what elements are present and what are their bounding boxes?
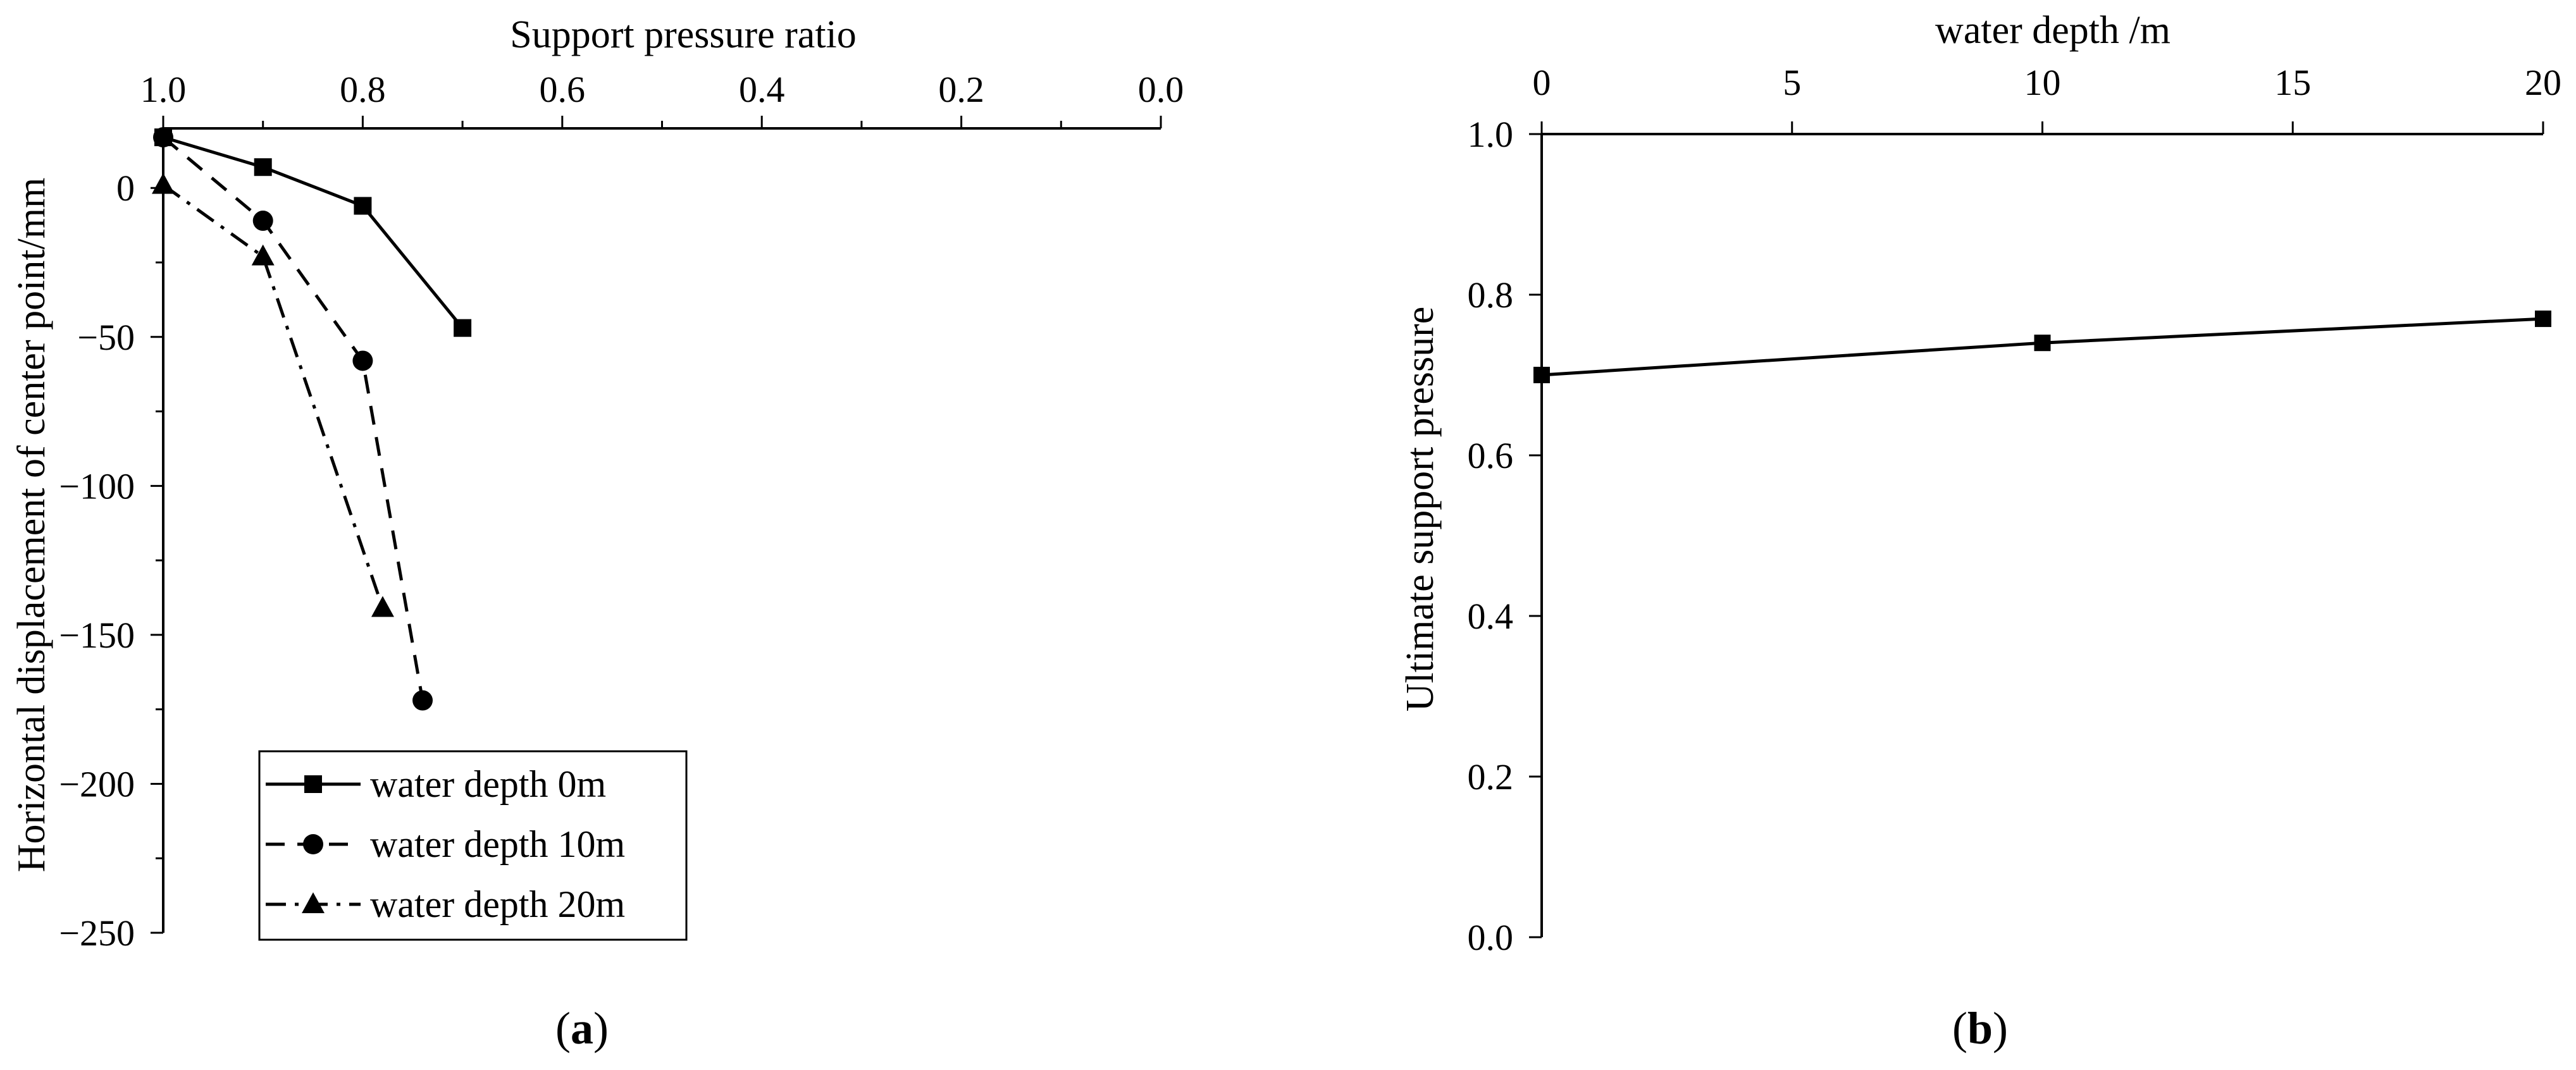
panel-b-y-tick-label: 0.2 <box>1468 756 1514 797</box>
series-line <box>162 183 385 609</box>
panel-a-series-group <box>152 127 472 711</box>
data-point-square <box>1533 367 1550 383</box>
panel-a-chart: Support pressure ratio Horizontal displa… <box>10 13 1184 1054</box>
panel-a-x-tick-label: 0.2 <box>938 69 984 110</box>
panel-a-y-axis-title: Horizontal displacement of center point/… <box>10 178 53 872</box>
legend-label-0: water depth 0m <box>370 763 606 805</box>
data-point-circle <box>352 350 373 371</box>
panel-b-x-tick-label: 0 <box>1533 62 1551 103</box>
panel-a-x-tick-label: 0.0 <box>1138 69 1184 110</box>
panel-a-letter: a <box>571 1003 593 1054</box>
data-point-circle <box>252 211 273 231</box>
panel-a-legend: water depth 0m water depth 10m water depth… <box>258 750 688 941</box>
panel-a-tick-labels: 1.0 0.8 0.6 0.4 0.2 0.0 0 −50 −100 −150 −200 −250 <box>59 69 1184 954</box>
panel-a-x-tick-label: 0.8 <box>340 69 386 110</box>
panel-b-y-axis-title: Ultimate support pressure <box>1399 307 1442 712</box>
panel-b-x-tick-label: 20 <box>2525 62 2561 103</box>
panel-a-series-2 <box>152 173 394 617</box>
data-point-triangle <box>371 596 394 617</box>
panel-b-letter: b <box>1967 1003 1993 1054</box>
legend-marker-2 <box>302 892 325 913</box>
data-point-square <box>354 197 372 215</box>
panel-a-x-axis-title: Support pressure ratio <box>510 13 857 56</box>
legend-marker-1 <box>303 834 323 854</box>
panel-a-y-tick-label: −100 <box>59 465 135 507</box>
legend-label-2: water depth 20m <box>370 883 625 925</box>
data-point-triangle <box>152 173 175 194</box>
panel-b-y-tick-label: 0.8 <box>1468 274 1514 316</box>
legend-label-1: water depth 10m <box>370 823 625 865</box>
panel-b-series-0 <box>1533 311 2551 383</box>
data-point-circle <box>153 127 173 148</box>
panel-a-y-tick-label: −50 <box>77 317 135 358</box>
data-point-triangle <box>251 244 275 266</box>
panel-b-y-tick-label: 0.4 <box>1468 596 1514 637</box>
legend-marker-0 <box>304 775 322 793</box>
panel-a-axes <box>151 116 1162 934</box>
panel-a-series-0 <box>154 128 472 337</box>
panel-b-x-axis-title: water depth /m <box>1935 9 2170 52</box>
panel-b-label: (b) <box>1952 1003 2008 1054</box>
panel-b-y-tick-label: 0.6 <box>1468 435 1514 476</box>
panel-b-x-tick-label: 5 <box>1783 62 1801 103</box>
panel-a-series-1 <box>153 127 433 711</box>
panel-b-tick-labels: 0 5 10 15 20 1.0 0.8 0.6 0.4 0.2 0.0 <box>1468 62 2562 958</box>
panel-b-chart: water depth /m Ultimate support pressure… <box>1399 9 2561 1054</box>
panel-a-x-tick-label: 0.6 <box>540 69 586 110</box>
panel-a-y-tick-label: −150 <box>59 615 135 656</box>
panel-b-x-tick-label: 15 <box>2274 62 2311 103</box>
series-line <box>163 135 464 329</box>
data-point-square <box>454 319 472 337</box>
panel-a-x-tick-label: 1.0 <box>140 69 187 110</box>
panel-b-axes <box>1529 121 2544 938</box>
panel-b-y-tick-label: 1.0 <box>1468 114 1514 155</box>
data-point-square <box>254 158 272 176</box>
panel-a-label: (a) <box>555 1003 609 1054</box>
panel-a-y-tick-label: −250 <box>59 913 135 954</box>
series-line <box>162 136 424 701</box>
panel-b-x-tick-label: 10 <box>2024 62 2061 103</box>
panel-a-x-tick-label: 0.4 <box>739 69 785 110</box>
panel-a-y-tick-label: −200 <box>59 763 135 804</box>
data-point-square <box>2034 335 2051 352</box>
data-point-circle <box>412 690 433 711</box>
panel-a-y-tick-label: 0 <box>116 168 135 209</box>
data-point-square <box>2535 311 2551 328</box>
panel-b-y-tick-label: 0.0 <box>1468 917 1514 958</box>
panel-b-series-group <box>1533 311 2551 383</box>
